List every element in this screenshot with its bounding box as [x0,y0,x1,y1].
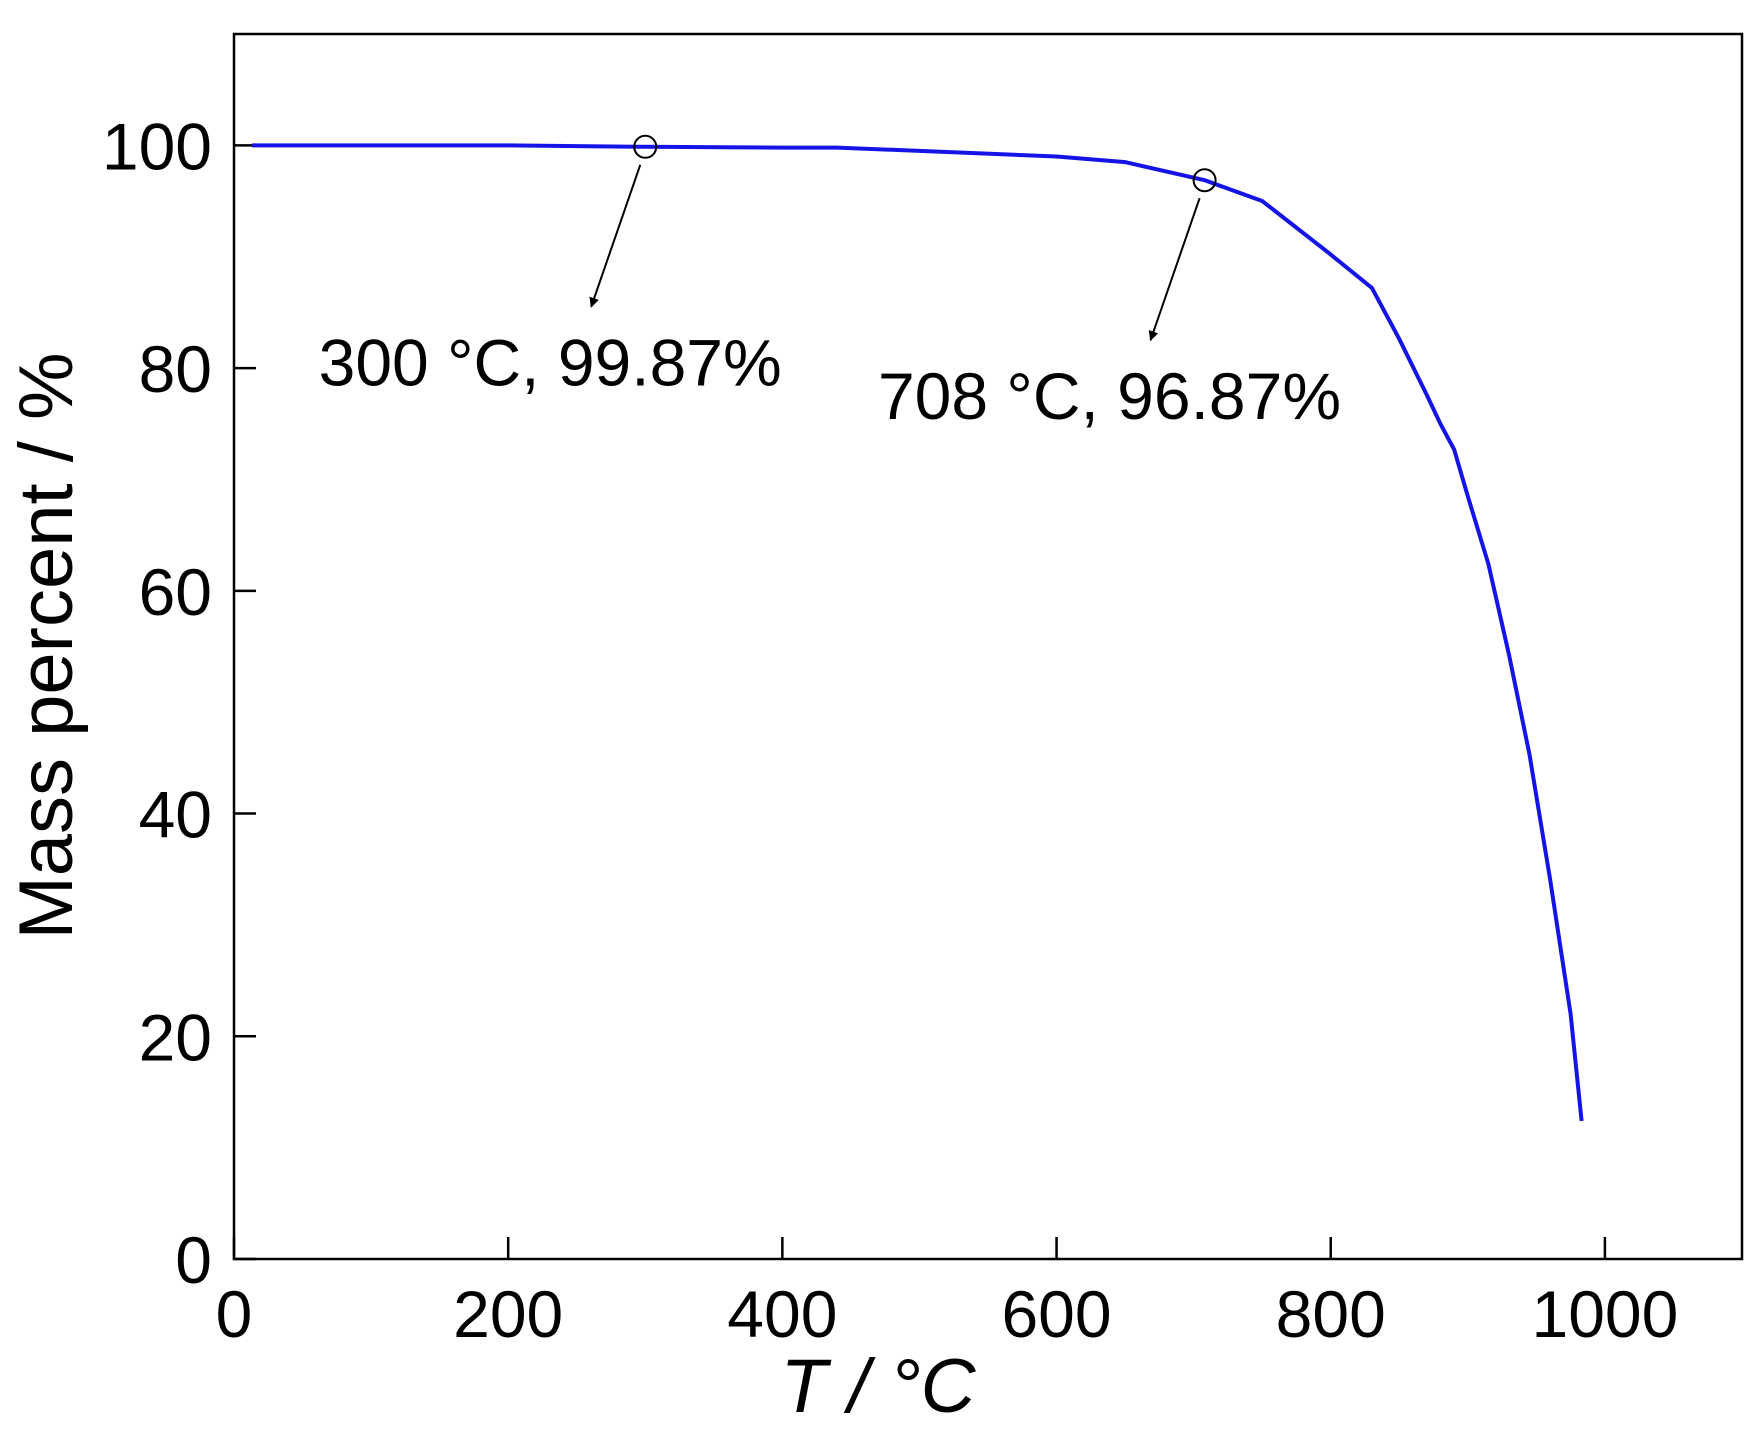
x-tick-label: 800 [1276,1277,1386,1351]
x-tick-label: 1000 [1531,1277,1678,1351]
data-line [251,143,1584,1122]
plot-frame [232,32,1744,1261]
y-tick-label: 20 [139,1000,212,1074]
y-tick-label: 80 [139,332,212,406]
y-tick-label: 40 [139,778,212,852]
x-axis-label: T / °C [780,1344,976,1429]
x-tick-label: 600 [1001,1277,1111,1351]
x-tick-label: 0 [216,1277,253,1351]
annotation-marker [633,134,658,159]
x-tick-label: 200 [453,1277,563,1351]
annotation-text: 708 °C, 96.87% [878,359,1341,433]
annotation-arrow [1148,197,1201,342]
y-tick-label: 60 [139,555,212,629]
y-tick-label: 0 [175,1223,212,1297]
annotation-arrow [589,164,642,308]
y-tick-label: 100 [102,109,212,183]
annotation-text: 300 °C, 99.87% [319,326,782,400]
x-tick-label: 400 [727,1277,837,1351]
annotation-marker [1192,168,1217,193]
y-axis-label: Mass percent / % [4,352,89,939]
